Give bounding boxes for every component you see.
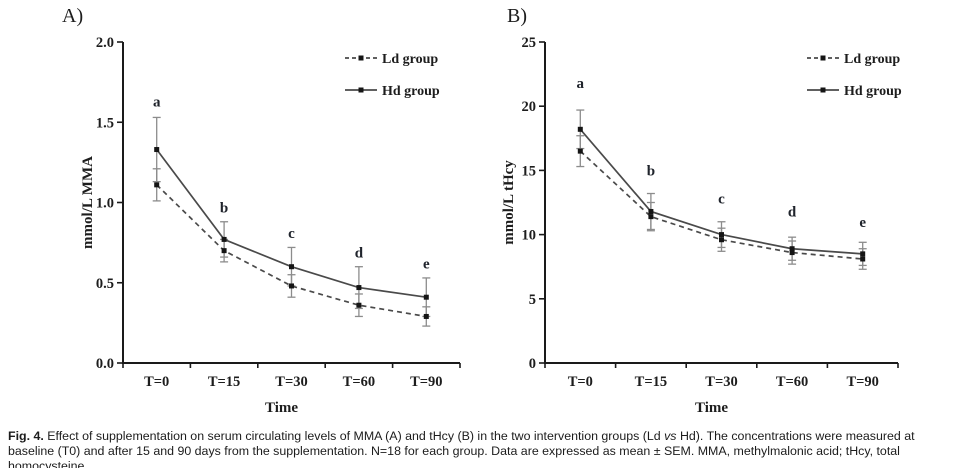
y-ticks: 0.0 0.5 1.0 1.5 2.0: [96, 35, 123, 372]
y-ticks: 0 5 10 15 20 25: [522, 35, 545, 372]
axes: [544, 42, 898, 364]
y-tick-label: 25: [522, 35, 537, 51]
legend-item-label: Hd group: [382, 84, 440, 99]
data-point-marker: [221, 236, 227, 242]
caption-text-part1: Effect of supplementation on serum circu…: [43, 429, 665, 443]
y-axis-title: mmol/L tHcy: [501, 160, 517, 245]
x-tick-label: T=60: [776, 374, 808, 390]
y-tick-label: 1.5: [96, 115, 114, 131]
significance-letter: e: [423, 256, 430, 272]
x-tick-label: T=0: [568, 374, 593, 390]
legend-marker: [358, 55, 364, 61]
data-point-marker: [356, 302, 362, 308]
significance-letter: d: [355, 245, 364, 261]
data-point-marker: [648, 208, 654, 214]
y-tick-label: 0.0: [96, 356, 114, 372]
data-point-marker: [423, 313, 429, 319]
panel-label: B): [507, 5, 527, 27]
significance-letter: e: [859, 215, 866, 231]
significance-letter: b: [220, 200, 228, 216]
legend-marker: [820, 55, 826, 61]
x-tick-label: T=60: [343, 374, 375, 390]
x-tick-label: T=90: [410, 374, 442, 390]
legend: Ld group Hd group: [345, 52, 440, 99]
legend-item-label: Ld group: [844, 52, 900, 67]
y-tick-label: 0.5: [96, 276, 114, 292]
caption-vs-word: vs: [664, 429, 677, 443]
y-tick-label: 1.0: [96, 196, 114, 212]
data-point-marker: [648, 214, 654, 220]
y-tick-label: 10: [522, 228, 537, 244]
data-point-marker: [289, 264, 294, 270]
y-tick-label: 20: [522, 99, 537, 115]
x-axis-title: Time: [695, 400, 728, 416]
significance-letter: c: [718, 192, 725, 208]
significance-letter: a: [577, 76, 585, 92]
x-tick-label: T=30: [275, 374, 307, 390]
x-axis-title: Time: [265, 400, 298, 416]
data-point-marker: [577, 148, 583, 154]
significance-letter: b: [647, 163, 655, 179]
caption-figure-label: Fig. 4.: [8, 429, 44, 443]
significance-letter: c: [288, 226, 295, 242]
x-ticks: T=0 T=15 T=30 T=60 T=90: [544, 363, 899, 390]
panel-a-chart: A) 0.0 0.5 1.0 1.5 2.0 T=0 T=15 T=30 T=60 T=90 mmol…: [62, 5, 461, 416]
significance-letter: a: [153, 94, 161, 110]
y-tick-label: 0: [529, 356, 536, 372]
legend-item-label: Hd group: [844, 84, 902, 99]
y-tick-label: 2.0: [96, 35, 114, 51]
error-bars: [152, 116, 431, 327]
x-tick-label: T=15: [635, 374, 667, 390]
data-point-marker: [577, 126, 583, 132]
caption-text-part2: Hd). The concentrations were measured at…: [8, 429, 915, 468]
data-point-marker: [789, 250, 795, 256]
legend: Ld group Hd group: [807, 52, 902, 99]
legend-marker: [820, 87, 826, 93]
data-point-marker: [719, 237, 724, 243]
legend-item-label: Ld group: [382, 52, 438, 67]
y-axis-title: mmol/L MMA: [80, 156, 96, 249]
series-line-ld-group: [156, 184, 427, 318]
x-tick-label: T=30: [705, 374, 737, 390]
x-tick-label: T=90: [846, 374, 878, 390]
panel-b-chart: B) 0 5 10 15 20 25 T=0 T=15 T=30 T=60 T=90 mmol/L tH…: [501, 5, 902, 416]
data-point-marker: [860, 251, 866, 257]
data-point-marker: [423, 294, 429, 300]
data-point-marker: [221, 248, 227, 254]
data-point-marker: [789, 246, 795, 252]
panel-label: A): [62, 5, 83, 27]
significance-letter: d: [788, 204, 797, 220]
y-tick-label: 5: [529, 292, 536, 308]
data-point-marker: [860, 256, 866, 262]
x-tick-label: T=0: [144, 374, 169, 390]
data-point-marker: [289, 283, 294, 289]
data-point-marker: [154, 182, 160, 188]
x-tick-label: T=15: [208, 374, 240, 390]
series-line-ld-group: [579, 150, 863, 260]
y-tick-label: 15: [522, 163, 537, 179]
x-ticks: T=0 T=15 T=30 T=60 T=90: [122, 363, 461, 390]
error-bars: [576, 109, 867, 270]
figure-caption: Fig. 4. Effect of supplementation on ser…: [8, 429, 952, 468]
data-point-marker: [154, 147, 160, 153]
data-point-marker: [356, 285, 362, 291]
legend-marker: [358, 87, 364, 93]
data-point-marker: [719, 232, 724, 238]
